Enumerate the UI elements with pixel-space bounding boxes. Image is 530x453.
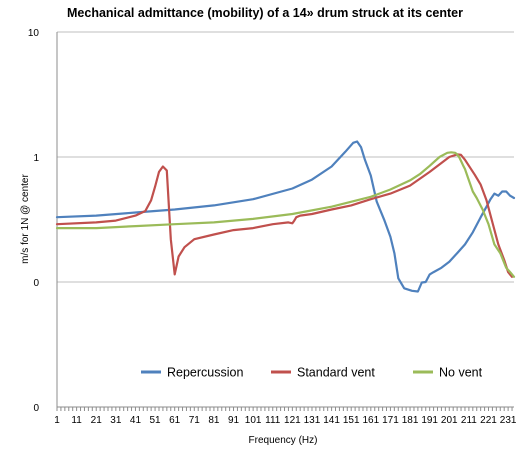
legend: Repercussion Standard vent No vent — [141, 366, 483, 380]
x-tick-label: 221 — [480, 415, 497, 426]
x-tick-labels: 1 11 21 31 41 51 61 71 81 91 101 111 121 131 141 151 161… — [54, 415, 517, 426]
series-line-3 — [55, 151, 516, 278]
x-tick-label: 161 — [362, 415, 379, 426]
x-tick-label: 231 — [500, 415, 517, 426]
x-tick-label: 1 — [54, 415, 60, 426]
y-tick-label: 0 — [33, 403, 39, 414]
y-tick-label: 1 — [33, 153, 39, 164]
y-tick-label: 0 — [33, 278, 39, 289]
x-tick-label: 101 — [245, 415, 262, 426]
series-line-1 — [55, 140, 516, 293]
x-tick-label: 121 — [284, 415, 301, 426]
x-tick-label: 21 — [91, 415, 103, 426]
x-tick-label: 91 — [228, 415, 240, 426]
x-tick-label: 171 — [382, 415, 399, 426]
legend-label-2: Standard vent — [297, 366, 375, 380]
y-tick-label: 10 — [28, 28, 40, 39]
y-axis-title: m/s for 1N @ center — [20, 174, 31, 264]
x-tick-label: 31 — [110, 415, 122, 426]
x-tick-label: 81 — [208, 415, 220, 426]
series-line-2 — [55, 153, 514, 278]
x-tick-label: 201 — [441, 415, 458, 426]
chart-title: Mechanical admittance (mobility) of a 14… — [67, 6, 463, 20]
gridlines — [57, 31, 514, 283]
x-tick-label: 151 — [343, 415, 360, 426]
legend-label-1: Repercussion — [167, 366, 243, 380]
axes — [56, 32, 514, 411]
x-tick-label: 41 — [130, 415, 142, 426]
x-tick-label: 181 — [402, 415, 419, 426]
x-axis-title: Frequency (Hz) — [249, 435, 318, 446]
x-tick-label: 71 — [189, 415, 201, 426]
x-tick-label: 61 — [169, 415, 181, 426]
x-tick-label: 131 — [304, 415, 321, 426]
x-tick-label: 51 — [150, 415, 162, 426]
x-tick-label: 211 — [461, 415, 477, 426]
x-tick-label: 191 — [421, 415, 438, 426]
x-tick-label: 141 — [323, 415, 340, 426]
series-lines — [55, 140, 516, 293]
y-tick-labels: 0 0 1 10 — [28, 28, 40, 414]
x-tick-label: 11 — [71, 415, 82, 426]
legend-label-3: No vent — [439, 366, 483, 380]
x-tick-label: 111 — [265, 415, 281, 426]
